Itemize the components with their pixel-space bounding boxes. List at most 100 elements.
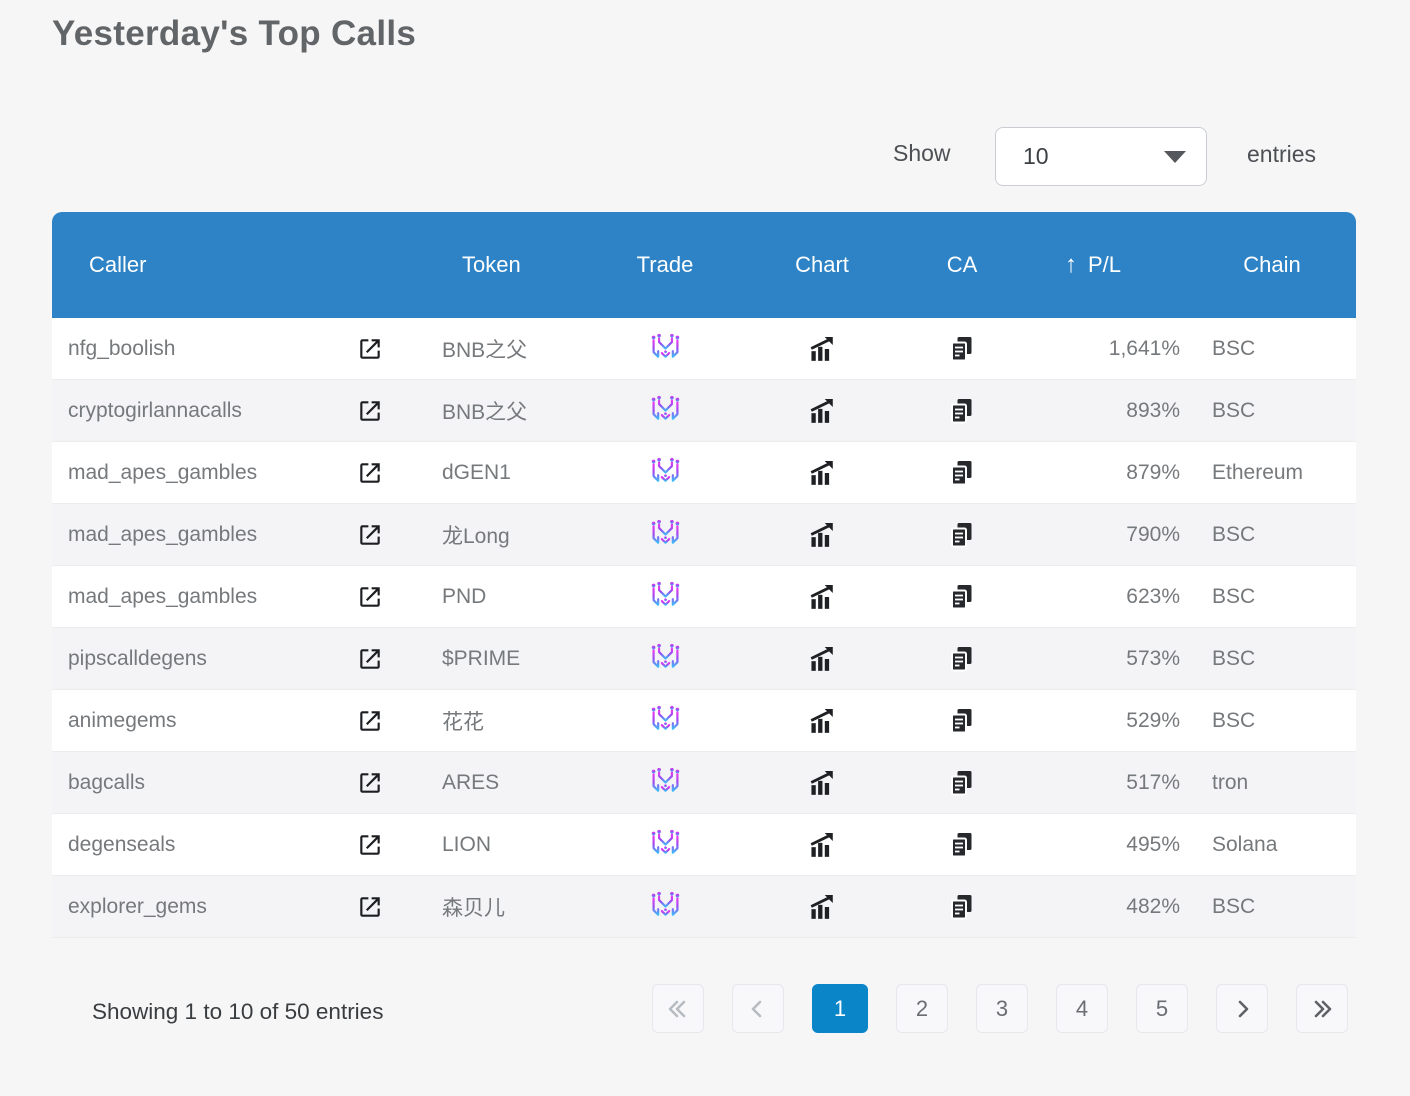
open-in-new-icon[interactable] bbox=[357, 398, 383, 424]
header-caller[interactable]: Caller bbox=[89, 252, 147, 277]
token-cell: BNB之父 bbox=[442, 400, 528, 424]
maestro-bot-icon[interactable] bbox=[649, 702, 682, 739]
caller-link-cell bbox=[332, 380, 408, 441]
header-chart[interactable]: Chart bbox=[795, 252, 849, 277]
page-size-value: 10 bbox=[1023, 143, 1049, 169]
bar-chart-trend-icon[interactable] bbox=[808, 893, 836, 921]
chart-cell bbox=[718, 566, 926, 627]
header-token[interactable]: Token bbox=[462, 252, 521, 277]
page-size-select[interactable]: 10 bbox=[995, 127, 1207, 186]
caller-link-cell bbox=[332, 876, 408, 937]
maestro-bot-icon[interactable] bbox=[649, 454, 682, 491]
copy-contract-icon[interactable] bbox=[949, 459, 975, 487]
bar-chart-trend-icon[interactable] bbox=[808, 335, 836, 363]
bar-chart-trend-icon[interactable] bbox=[808, 645, 836, 673]
table-row: animegems 花花 bbox=[52, 690, 1356, 752]
bar-chart-trend-icon[interactable] bbox=[808, 583, 836, 611]
chain-cell: BSC bbox=[1212, 522, 1256, 546]
maestro-bot-icon[interactable] bbox=[649, 392, 682, 429]
open-in-new-icon[interactable] bbox=[357, 708, 383, 734]
sort-ascending-icon: ↑ bbox=[1064, 251, 1077, 278]
maestro-bot-icon[interactable] bbox=[649, 578, 682, 615]
caller-link-cell bbox=[332, 442, 408, 503]
chart-cell bbox=[718, 876, 926, 937]
next-page-button[interactable] bbox=[1216, 984, 1268, 1033]
page-1-button[interactable]: 1 bbox=[812, 984, 868, 1033]
bar-chart-trend-icon[interactable] bbox=[808, 831, 836, 859]
copy-contract-icon[interactable] bbox=[949, 521, 975, 549]
open-in-new-icon[interactable] bbox=[357, 522, 383, 548]
open-in-new-icon[interactable] bbox=[357, 584, 383, 610]
chart-cell bbox=[718, 380, 926, 441]
chart-cell bbox=[718, 442, 926, 503]
copy-contract-icon[interactable] bbox=[949, 893, 975, 921]
token-cell: 森贝儿 bbox=[442, 896, 505, 920]
trade-cell bbox=[612, 814, 718, 875]
ca-cell bbox=[926, 380, 998, 441]
chain-cell: BSC bbox=[1212, 894, 1256, 918]
header-pl[interactable]: ↑ P/L bbox=[998, 212, 1188, 318]
maestro-bot-icon[interactable] bbox=[649, 516, 682, 553]
copy-contract-icon[interactable] bbox=[949, 707, 975, 735]
open-in-new-icon[interactable] bbox=[357, 894, 383, 920]
trade-cell bbox=[612, 442, 718, 503]
chain-cell: BSC bbox=[1212, 336, 1256, 360]
chart-cell bbox=[718, 814, 926, 875]
bar-chart-trend-icon[interactable] bbox=[808, 707, 836, 735]
open-in-new-icon[interactable] bbox=[357, 460, 383, 486]
pl-cell: 529% bbox=[1126, 708, 1180, 732]
header-trade[interactable]: Trade bbox=[636, 252, 694, 277]
bar-chart-trend-icon[interactable] bbox=[808, 459, 836, 487]
previous-page-button[interactable] bbox=[732, 984, 784, 1033]
caller-link-cell bbox=[332, 628, 408, 689]
ca-cell bbox=[926, 690, 998, 751]
header-link-spacer bbox=[332, 212, 408, 318]
entries-label: entries bbox=[1247, 141, 1317, 167]
pl-cell: 879% bbox=[1126, 460, 1180, 484]
copy-contract-icon[interactable] bbox=[949, 645, 975, 673]
last-page-button[interactable] bbox=[1296, 984, 1348, 1033]
table-body: nfg_boolish BNB之父 bbox=[52, 318, 1356, 938]
table-row: nfg_boolish BNB之父 bbox=[52, 318, 1356, 380]
open-in-new-icon[interactable] bbox=[357, 770, 383, 796]
copy-contract-icon[interactable] bbox=[949, 397, 975, 425]
open-in-new-icon[interactable] bbox=[357, 832, 383, 858]
page-2-button[interactable]: 2 bbox=[896, 984, 948, 1033]
table-row: explorer_gems 森贝儿 bbox=[52, 876, 1356, 938]
maestro-bot-icon[interactable] bbox=[649, 826, 682, 863]
maestro-bot-icon[interactable] bbox=[649, 888, 682, 925]
caller-link-cell bbox=[332, 690, 408, 751]
header-chain[interactable]: Chain bbox=[1243, 252, 1301, 277]
maestro-bot-icon[interactable] bbox=[649, 640, 682, 677]
copy-contract-icon[interactable] bbox=[949, 335, 975, 363]
page-5-button[interactable]: 5 bbox=[1136, 984, 1188, 1033]
bar-chart-trend-icon[interactable] bbox=[808, 769, 836, 797]
double-chevron-right-icon bbox=[1314, 1000, 1332, 1017]
bar-chart-trend-icon[interactable] bbox=[808, 397, 836, 425]
maestro-bot-icon[interactable] bbox=[649, 330, 682, 367]
copy-contract-icon[interactable] bbox=[949, 831, 975, 859]
token-cell: LION bbox=[442, 832, 492, 856]
page-3-button[interactable]: 3 bbox=[976, 984, 1028, 1033]
chart-cell bbox=[718, 690, 926, 751]
open-in-new-icon[interactable] bbox=[357, 646, 383, 672]
trade-cell bbox=[612, 504, 718, 565]
chain-cell: Ethereum bbox=[1212, 460, 1304, 484]
open-in-new-icon[interactable] bbox=[357, 336, 383, 362]
page-4-button[interactable]: 4 bbox=[1056, 984, 1108, 1033]
maestro-bot-icon[interactable] bbox=[649, 764, 682, 801]
first-page-button[interactable] bbox=[652, 984, 704, 1033]
copy-contract-icon[interactable] bbox=[949, 769, 975, 797]
chevron-right-icon bbox=[1238, 1000, 1249, 1017]
page-title: Yesterday's Top Calls bbox=[52, 14, 417, 53]
table-header-row: Caller Token Trade Chart CA ↑ P/L Chain bbox=[52, 212, 1356, 318]
copy-contract-icon[interactable] bbox=[949, 583, 975, 611]
chain-cell: BSC bbox=[1212, 708, 1256, 732]
table-row: pipscalldegens $PRIME bbox=[52, 628, 1356, 690]
show-label: Show bbox=[893, 140, 951, 166]
bar-chart-trend-icon[interactable] bbox=[808, 521, 836, 549]
trade-cell bbox=[612, 690, 718, 751]
ca-cell bbox=[926, 566, 998, 627]
header-ca[interactable]: CA bbox=[946, 252, 978, 277]
trade-cell bbox=[612, 752, 718, 813]
